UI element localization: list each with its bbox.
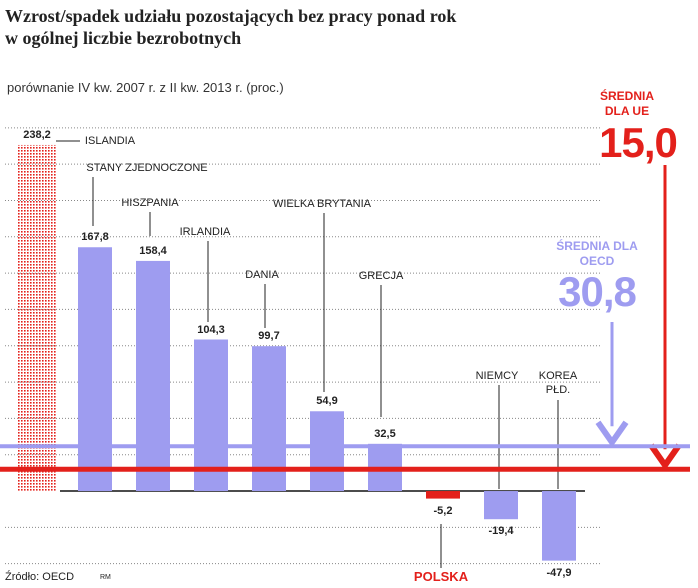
bar xyxy=(426,491,460,499)
reference-value: 15,0 xyxy=(599,119,678,166)
bar xyxy=(542,491,576,561)
value-label: -47,9 xyxy=(546,566,572,579)
category-label: POLSKA xyxy=(413,569,469,584)
bar xyxy=(78,247,112,492)
bar xyxy=(310,411,344,492)
reference-value: 30,8 xyxy=(558,268,637,315)
category-label: IRLANDIA xyxy=(179,226,231,238)
bar xyxy=(484,491,518,520)
value-label: 238,2 xyxy=(23,128,51,141)
source: Źródło: OECD xyxy=(5,571,75,583)
reference-name: ŚREDNIA DLA OECD xyxy=(556,239,638,268)
bar xyxy=(194,339,228,492)
category-label: GRECJA xyxy=(358,270,404,282)
value-label: 104,3 xyxy=(197,323,225,336)
value-label: 32,5 xyxy=(374,427,396,440)
arrow-head xyxy=(595,420,629,448)
category-label: DANIA xyxy=(245,269,279,281)
credit: RM xyxy=(100,574,111,581)
arrow-head xyxy=(648,443,682,471)
category-label: WIELKA BRYTANIA xyxy=(272,198,372,210)
category-label: ISLANDIA xyxy=(84,135,136,147)
reference-name: ŚREDNIA DLA UE xyxy=(599,89,654,118)
value-label: 99,7 xyxy=(258,330,280,343)
subtitle: porównanie IV kw. 2007 r. z II kw. 2013 … xyxy=(7,80,284,95)
category-label: NIEMCY xyxy=(475,370,519,382)
category-label: HISZPANIA xyxy=(121,197,179,209)
value-label: 158,4 xyxy=(139,244,167,257)
value-label: -5,2 xyxy=(433,504,453,517)
bar xyxy=(18,144,56,492)
chart-title: Wzrost/spadek udziału pozostających bez … xyxy=(5,6,457,26)
category-label: KOREA PŁD. xyxy=(538,370,578,396)
bar xyxy=(136,260,170,492)
value-label: -19,4 xyxy=(488,525,514,538)
chart-title: w ogólnej liczbie bezrobotnych xyxy=(5,28,242,48)
category-label: STANY ZJEDNOCZONE xyxy=(86,162,208,174)
value-label: 167,8 xyxy=(81,231,109,244)
value-label: 54,9 xyxy=(316,395,338,408)
